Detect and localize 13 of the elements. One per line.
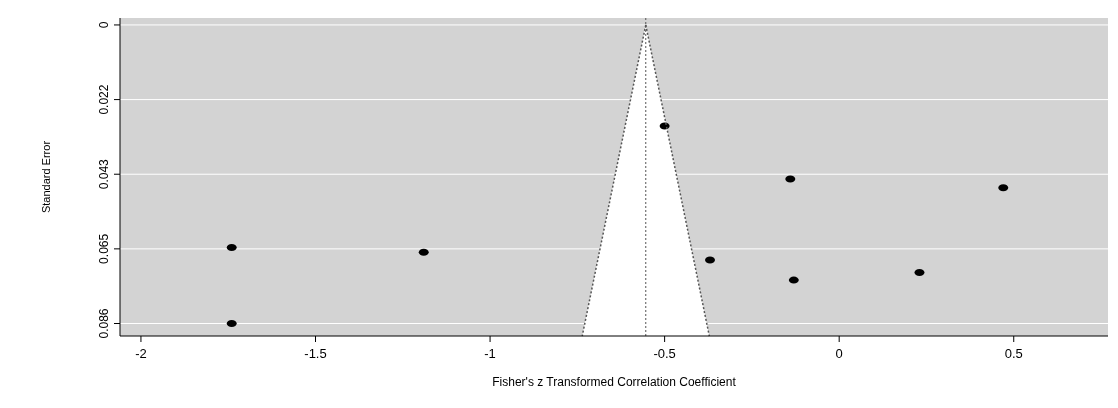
x-tick-label: 0 [835, 346, 843, 361]
x-tick-label: -1 [484, 346, 496, 361]
x-axis-title: Fisher's z Transformed Correlation Coefficient [492, 375, 737, 389]
x-tick-label: 0.5 [1004, 346, 1023, 361]
y-tick-label: 0.086 [97, 308, 111, 339]
y-tick-label: 0.065 [97, 233, 111, 264]
y-tick-label: 0.043 [97, 158, 111, 190]
x-tick-label: -0.5 [653, 346, 676, 361]
y-tick-label: 0 [97, 21, 111, 29]
x-tick-label: -1.5 [304, 346, 327, 361]
y-tick-label: 0.022 [97, 84, 111, 115]
x-tick-label: -2 [135, 346, 147, 361]
y-axis-title: Standard Error [40, 140, 52, 214]
